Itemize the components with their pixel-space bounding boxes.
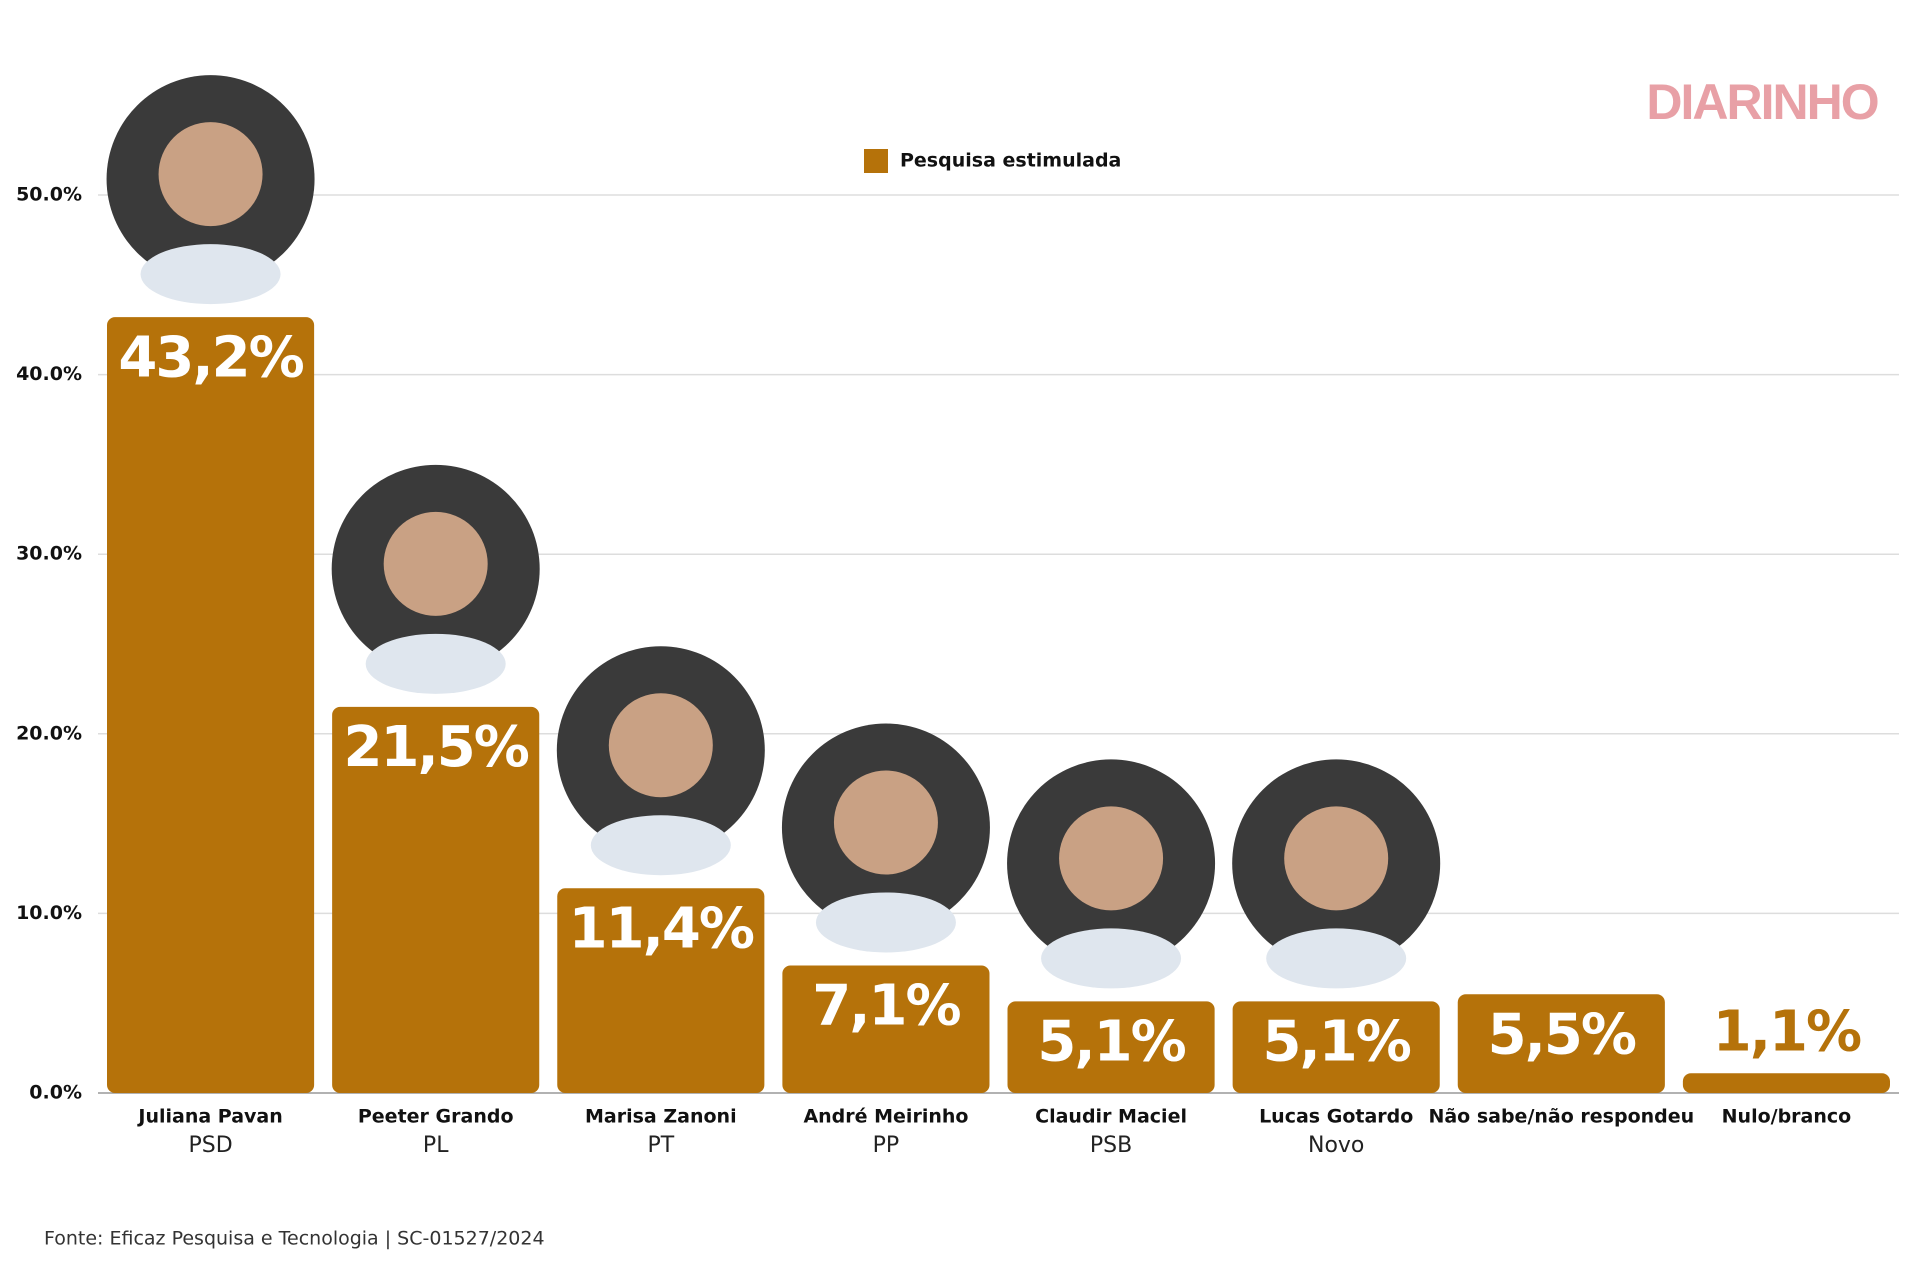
y-tick-label: 50.0%: [16, 184, 82, 206]
party-label: PSB: [1090, 1133, 1132, 1158]
y-tick-label: 0.0%: [29, 1082, 82, 1104]
bar: [1007, 1001, 1215, 1093]
legend-label: Pesquisa estimulada: [900, 150, 1121, 172]
candidate-face: [608, 693, 713, 798]
candidate-face: [1284, 806, 1389, 911]
y-tick-label: 20.0%: [16, 722, 82, 744]
value-label: 5,1%: [1263, 1010, 1411, 1075]
x-tick-label: André Meirinho: [803, 1106, 968, 1128]
bar: [1457, 994, 1665, 1093]
candidate-face: [833, 770, 938, 875]
bar: [557, 888, 765, 1093]
x-tick-label: Marisa Zanoni: [585, 1106, 737, 1128]
x-tick-label: Nulo/branco: [1722, 1106, 1852, 1128]
party-label: PT: [647, 1133, 674, 1158]
candidate-face: [383, 511, 488, 616]
candidate-face: [1059, 806, 1164, 911]
y-tick-label: 30.0%: [16, 543, 82, 565]
candidate-shirt: [140, 244, 281, 305]
party-label: PSD: [188, 1133, 232, 1158]
value-label: 7,1%: [812, 974, 960, 1039]
source: Fonte: Eficaz Pesquisa e Tecnologia | SC…: [44, 1228, 545, 1250]
candidate-face: [158, 122, 263, 227]
value-label: 5,1%: [1037, 1010, 1185, 1075]
value-label: 11,4%: [569, 896, 754, 961]
value-label: 5,5%: [1488, 1002, 1636, 1067]
value-label: 21,5%: [344, 715, 529, 780]
x-tick-label: Peeter Grando: [358, 1106, 514, 1128]
x-tick-label: Claudir Maciel: [1035, 1106, 1187, 1128]
candidate-shirt: [1266, 928, 1407, 989]
bar: [1682, 1073, 1890, 1093]
bar: [107, 317, 315, 1093]
party-label: PL: [423, 1133, 449, 1158]
candidate-shirt: [590, 815, 731, 876]
brand: DIARINHO: [1646, 74, 1877, 130]
legend-swatch: [864, 149, 888, 173]
value-label: 43,2%: [118, 325, 303, 390]
candidate-shirt: [365, 633, 506, 694]
candidate-shirt: [1041, 928, 1182, 989]
bar: [1232, 1001, 1440, 1093]
x-tick-label: Juliana Pavan: [136, 1106, 282, 1128]
y-tick-label: 40.0%: [16, 363, 82, 385]
x-tick-label: Lucas Gotardo: [1259, 1106, 1413, 1128]
party-label: PP: [873, 1133, 900, 1158]
x-tick-label: Não sabe/não respondeu: [1428, 1106, 1694, 1128]
party-label: Novo: [1308, 1133, 1364, 1158]
candidate-shirt: [815, 892, 956, 953]
bar: [782, 965, 990, 1093]
bar: [332, 706, 540, 1093]
y-tick-label: 10.0%: [16, 902, 82, 924]
value-label: 1,1%: [1713, 999, 1861, 1064]
